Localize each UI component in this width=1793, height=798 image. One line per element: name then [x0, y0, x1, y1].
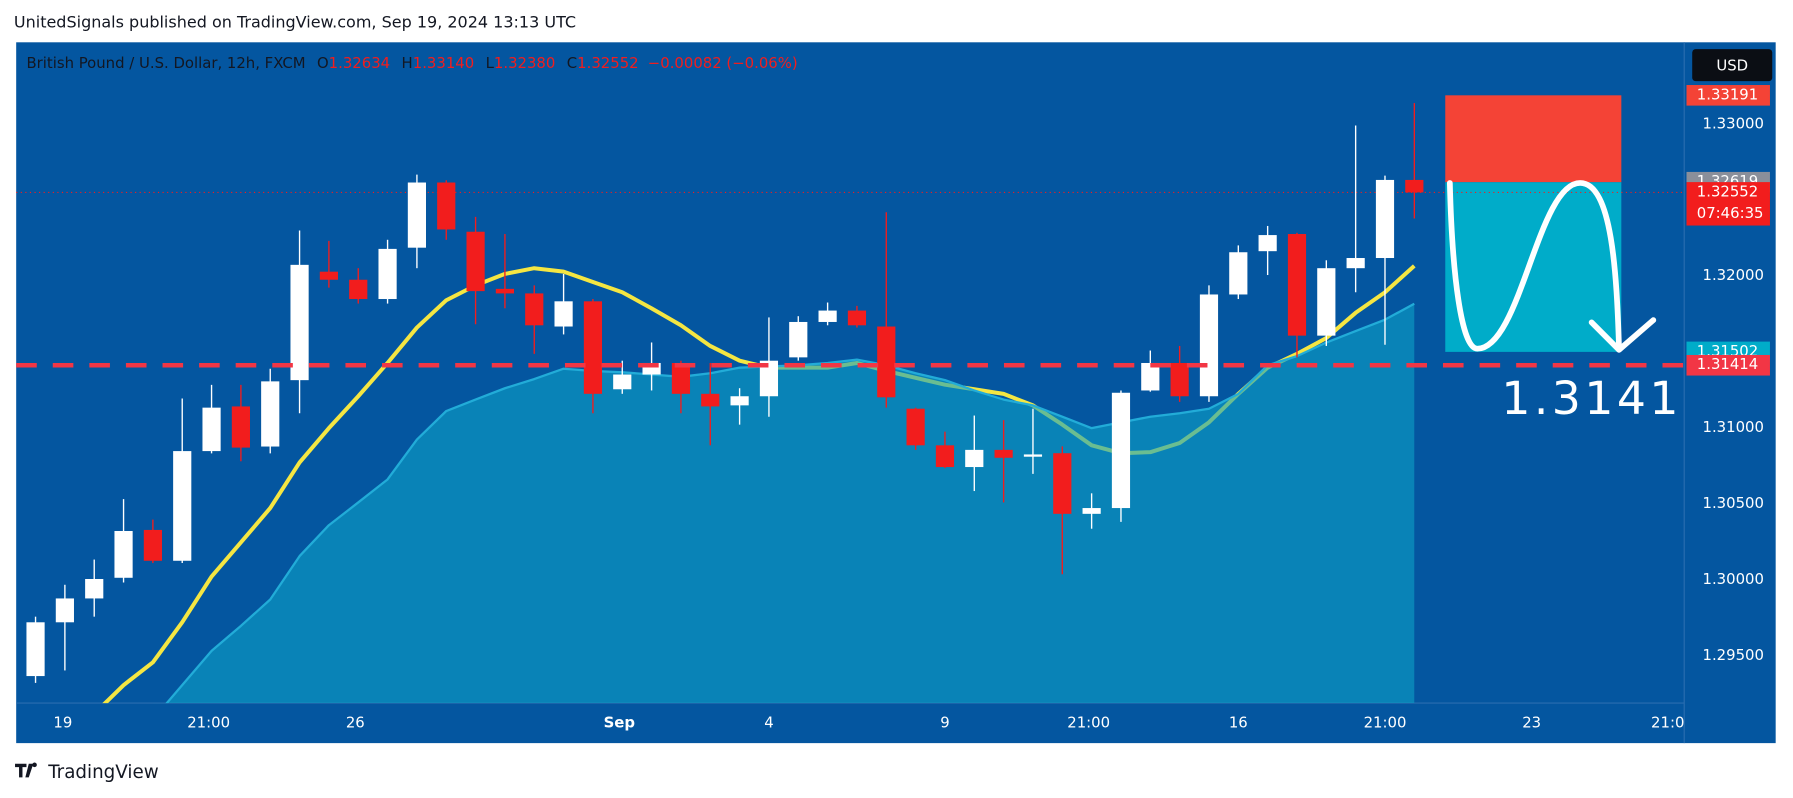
- x-tick-label: 21:00: [1067, 714, 1110, 732]
- ohlc-value: 1.32380: [494, 54, 555, 72]
- y-tick-label: 1.31000: [1703, 418, 1764, 436]
- candle-body: [1082, 508, 1101, 514]
- y-tick-label: 1.30500: [1703, 494, 1764, 512]
- candle-body: [1346, 258, 1365, 269]
- candle-body: [554, 301, 573, 327]
- publish-note: UnitedSignals published on TradingView.c…: [14, 12, 576, 31]
- candle-body: [525, 293, 544, 326]
- candle-body: [261, 381, 280, 447]
- candle-body: [495, 288, 515, 294]
- symbol-legend: British Pound / U.S. Dollar, 12h, FXCM O1…: [26, 54, 797, 72]
- candle-body: [1375, 179, 1395, 259]
- x-tick-label: 21:00: [1364, 714, 1407, 732]
- ema-area-edge: [165, 302, 1415, 704]
- candle-body: [1053, 453, 1072, 514]
- candle-body: [613, 374, 632, 390]
- candle-body: [818, 310, 837, 322]
- symbol-name: British Pound / U.S. Dollar, 12h, FXCM: [26, 54, 305, 72]
- candle-body: [759, 360, 779, 397]
- brand-logo: [15, 762, 37, 778]
- candle-body: [407, 182, 427, 248]
- stop-price-label: 1.33191: [1697, 85, 1758, 103]
- x-tick-label: 26: [346, 714, 365, 732]
- candle-body: [1199, 294, 1219, 397]
- stop-zone: [1445, 95, 1622, 183]
- x-tick-label: 21:00: [187, 714, 230, 732]
- time-axis: 19 21:00 26 Sep 4 9 21:00 16 21:00 23 21:00: [53, 714, 1694, 732]
- candle-body: [1258, 235, 1277, 252]
- stop-price-box: [1686, 85, 1770, 106]
- candle-body: [935, 445, 955, 468]
- x-tick-label: 4: [764, 714, 773, 732]
- ohlc-value: 1.32552: [577, 54, 638, 72]
- x-tick-label: Sep: [604, 714, 635, 732]
- change-value: −0.00082 (−0.06%): [648, 54, 798, 72]
- main-layer: 1.295001.300001.305001.310001.315001.320…: [16, 54, 1770, 732]
- candle-body: [378, 248, 397, 300]
- candle-body: [906, 408, 925, 446]
- candle-body: [730, 396, 749, 406]
- x-tick-label: 19: [53, 714, 72, 732]
- ohlc-key: L: [486, 54, 495, 72]
- candle-body: [26, 622, 45, 677]
- ohlc-key: O: [317, 54, 329, 72]
- ohlc-key: H: [402, 54, 413, 72]
- ohlc-value: 1.32634: [329, 54, 390, 72]
- level-price-box: [1686, 354, 1770, 376]
- candle-body: [349, 279, 368, 300]
- candle-body: [1405, 179, 1424, 193]
- countdown-label: 07:46:35: [1697, 204, 1764, 222]
- candle-body: [1287, 234, 1307, 336]
- candle-body: [1111, 392, 1131, 509]
- candle-body: [202, 407, 221, 452]
- candle-body: [671, 362, 691, 394]
- last-price-box: [1686, 182, 1770, 226]
- ohlc-key: C: [567, 54, 577, 72]
- candle-body: [1317, 268, 1336, 336]
- candle-body: [1229, 252, 1248, 295]
- candle-body: [965, 449, 984, 468]
- candle-body: [877, 326, 896, 398]
- y-tick-label: 1.30000: [1703, 570, 1764, 588]
- candle-body: [994, 449, 1013, 458]
- currency-button[interactable]: [1692, 49, 1773, 82]
- x-tick-label: 23: [1522, 714, 1541, 732]
- candle-body: [55, 598, 74, 623]
- candle-body: [231, 406, 250, 448]
- candle-body: [85, 578, 104, 599]
- candle-body: [290, 264, 309, 381]
- x-tick-label: 16: [1229, 714, 1248, 732]
- candle-body: [1170, 362, 1189, 397]
- level-price-label: 1.31414: [1697, 355, 1758, 373]
- currency-label: USD: [1716, 56, 1748, 74]
- candle-body: [1141, 362, 1160, 391]
- candle-body: [173, 451, 192, 561]
- candle-body: [701, 393, 720, 407]
- forecast-arrow: [1446, 180, 1657, 353]
- candle-body: [437, 182, 456, 230]
- candle-body: [1023, 454, 1043, 457]
- candle-body: [642, 362, 661, 375]
- y-tick-label: 1.32000: [1703, 266, 1764, 284]
- y-tick-label: 1.33000: [1703, 114, 1764, 132]
- ohlc-value: 1.33140: [413, 54, 474, 72]
- x-tick-label: 21:00: [1651, 714, 1694, 732]
- candle-body: [847, 310, 867, 326]
- last-price-label: 1.32552: [1697, 182, 1758, 200]
- candle-body: [143, 529, 162, 561]
- brand-name: TradingView: [47, 762, 159, 783]
- level-annotation: 1.3141: [1501, 372, 1682, 425]
- candle-body: [789, 321, 808, 358]
- candle-body: [466, 231, 485, 292]
- y-tick-label: 1.29500: [1703, 646, 1764, 664]
- candle-body: [114, 530, 133, 578]
- x-tick-label: 9: [940, 714, 949, 732]
- candle-body: [319, 271, 338, 280]
- candle-body: [583, 301, 603, 394]
